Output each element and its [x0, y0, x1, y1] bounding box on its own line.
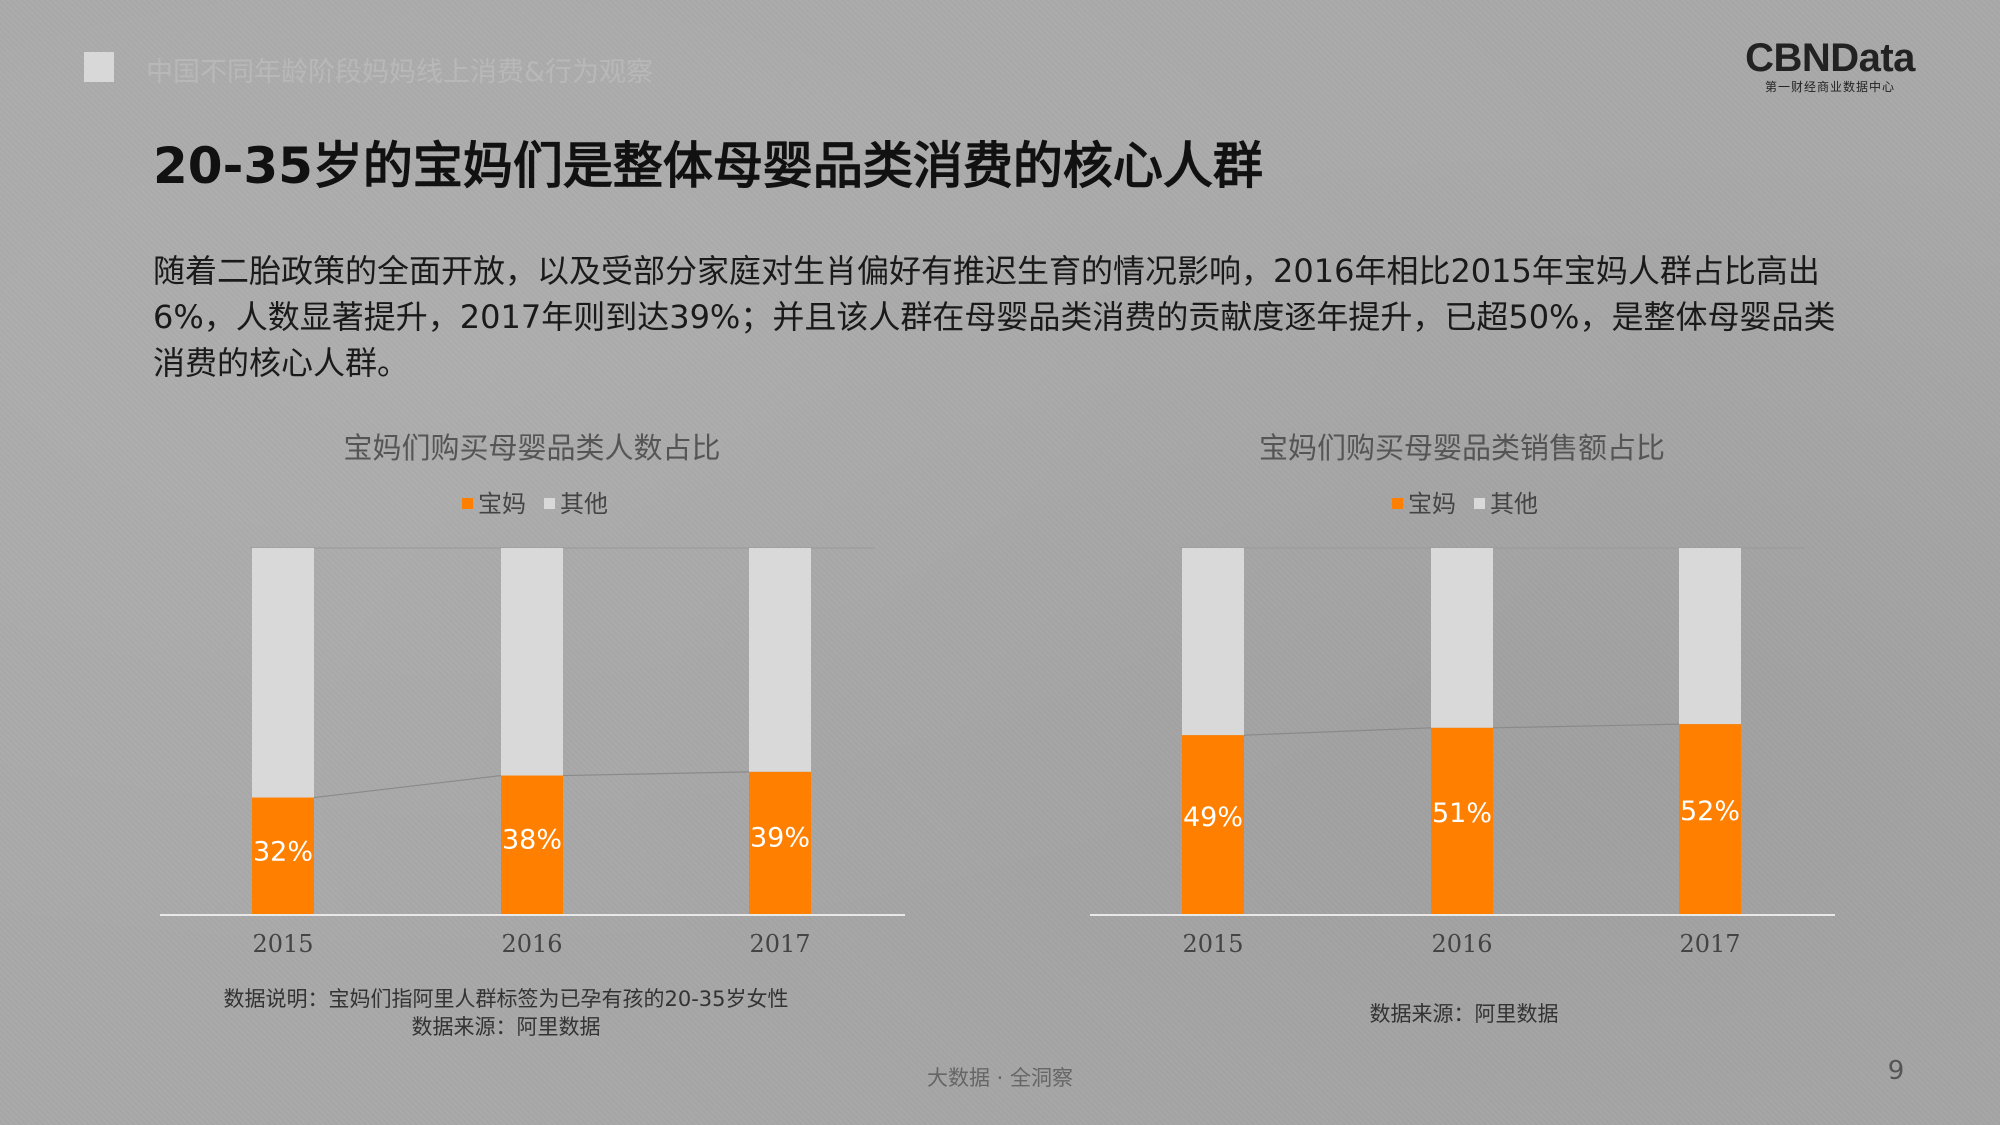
section-title: 中国不同年龄阶段妈妈线上消费&行为观察: [146, 57, 654, 88]
note-line: 数据来源：阿里数据: [411, 1015, 601, 1039]
bar-baoma: [1431, 727, 1493, 915]
legend-label: 宝妈: [1408, 490, 1456, 518]
note-line: 数据说明：宝妈们指阿里人群标签为已孕有孩的20-35岁女性: [223, 987, 789, 1011]
data-label: 38%: [502, 824, 562, 855]
chart-notes-left: 数据说明：宝妈们指阿里人群标签为已孕有孩的20-35岁女性 数据来源：阿里数据: [206, 985, 806, 1041]
x-tick-label: 2015: [252, 930, 313, 958]
bar-other: [1182, 548, 1244, 736]
data-label: 52%: [1680, 796, 1740, 827]
note-line: 数据来源：阿里数据: [1369, 1002, 1559, 1026]
logo-text: CBNData: [1745, 36, 1915, 80]
legend-label: 宝妈: [478, 490, 526, 518]
cbndata-logo: CBNData 第一财经商业数据中心: [1737, 36, 1923, 94]
connector-line: [1492, 723, 1680, 729]
legend-swatch: [544, 498, 555, 509]
legend-swatch: [1392, 498, 1403, 509]
bar-other: [252, 548, 314, 798]
footer-tagline: 大数据 · 全洞察: [926, 1066, 1074, 1090]
legend-swatch: [462, 498, 473, 509]
logo-subtitle: 第一财经商业数据中心: [1764, 80, 1895, 94]
legend-swatch: [1474, 498, 1485, 509]
legend-label: 其他: [1490, 490, 1538, 518]
x-tick-label: 2017: [1679, 930, 1740, 958]
connector-line: [313, 774, 502, 799]
bar-other: [501, 548, 563, 776]
x-tick-label: 2016: [501, 930, 562, 958]
legend-label: 其他: [560, 490, 608, 518]
description-text: 随着二胎政策的全面开放，以及受部分家庭对生肖偏好有推迟生育的情况影响，2016年…: [153, 252, 1836, 382]
bar-baoma: [252, 797, 314, 915]
section-marker-icon: [84, 52, 114, 82]
page-title: 20-35岁的宝妈们是整体母婴品类消费的核心人群: [153, 137, 1263, 195]
chart-title: 宝妈们购买母婴品类销售额占比: [1259, 431, 1665, 465]
x-tick-label: 2017: [749, 930, 810, 958]
x-tick-label: 2016: [1431, 930, 1492, 958]
bar-baoma: [1679, 724, 1741, 915]
chart-notes-right: 数据来源：阿里数据: [1164, 1000, 1764, 1028]
bar-other: [1679, 548, 1741, 725]
connector-line: [1243, 727, 1432, 736]
bar-other: [1431, 548, 1493, 728]
page-number: 9: [1887, 1056, 1905, 1086]
bar-other: [749, 548, 811, 772]
connector-line: [562, 771, 750, 777]
chart-title: 宝妈们购买母婴品类人数占比: [343, 431, 720, 465]
x-tick-label: 2015: [1182, 930, 1243, 958]
data-label: 39%: [750, 822, 810, 853]
data-label: 32%: [253, 836, 313, 867]
data-label: 49%: [1183, 802, 1243, 833]
data-label: 51%: [1432, 798, 1492, 829]
bar-baoma: [749, 771, 811, 915]
bar-baoma: [1182, 735, 1244, 915]
bar-baoma: [501, 775, 563, 915]
